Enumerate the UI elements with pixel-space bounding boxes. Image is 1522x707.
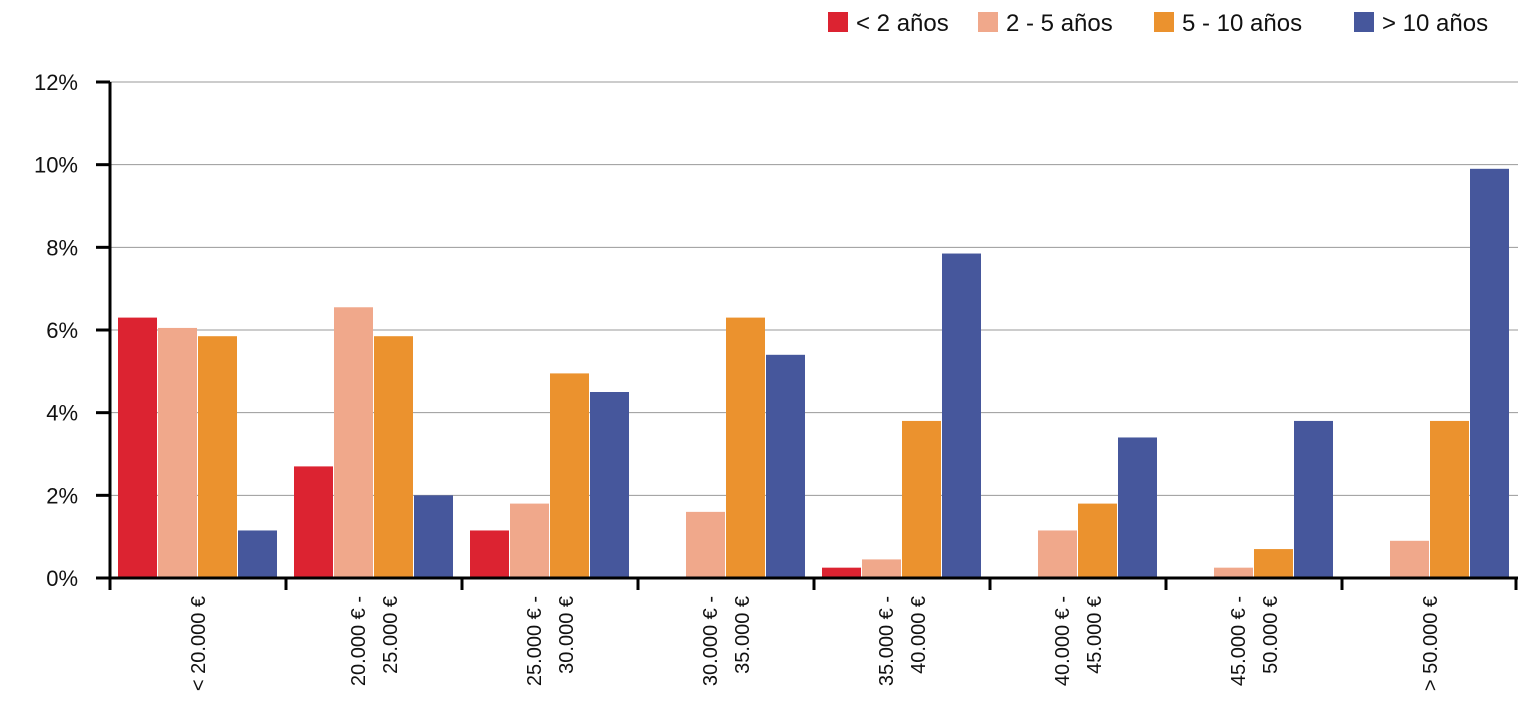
chart-legend: < 2 años 2 - 5 años 5 - 10 años > 10 años	[828, 10, 1488, 37]
x-category-label: 30.000 € -	[700, 596, 722, 686]
bar	[550, 373, 589, 578]
y-axis-ticks: 0% 2% 4% 6% 8% 10% 12%	[34, 70, 110, 591]
legend-swatch	[828, 12, 848, 32]
bar	[414, 495, 453, 578]
legend-swatch	[978, 12, 998, 32]
bar	[1118, 437, 1157, 578]
x-category-label: 40.000 €	[908, 596, 930, 674]
x-category-label: 45.000 € -	[1228, 596, 1250, 686]
x-category-label: < 20.000 €	[188, 596, 210, 691]
x-category-label: 40.000 € -	[1052, 596, 1074, 686]
bar	[374, 336, 413, 578]
bar	[902, 420, 941, 578]
bar	[766, 354, 805, 578]
x-category-label: 35.000 €	[732, 596, 754, 674]
legend-label: 5 - 10 años	[1182, 10, 1302, 37]
x-category-label: 50.000 €	[1260, 596, 1282, 674]
x-category-label: 25.000 €	[380, 596, 402, 674]
axes	[96, 82, 1518, 590]
bar	[238, 530, 277, 578]
bar	[1470, 168, 1509, 579]
bar	[334, 307, 373, 578]
legend-swatch	[1154, 12, 1174, 32]
y-tick-label: 10%	[34, 153, 78, 178]
bar	[726, 317, 765, 578]
x-category-label: > 50.000 €	[1420, 596, 1442, 691]
bar	[942, 253, 981, 579]
bars	[118, 168, 1509, 579]
bar	[822, 567, 861, 578]
bar	[1390, 540, 1429, 578]
bar	[158, 327, 197, 578]
bar	[470, 530, 509, 578]
bar	[1214, 567, 1253, 578]
bar	[510, 503, 549, 578]
bar	[198, 336, 237, 578]
legend-swatch	[1354, 12, 1374, 32]
y-tick-label: 2%	[46, 483, 78, 508]
bar	[1038, 530, 1077, 578]
x-category-label: 35.000 € -	[876, 596, 898, 686]
legend-label: 2 - 5 años	[1006, 10, 1113, 37]
x-category-label: 30.000 €	[556, 596, 578, 674]
bar	[686, 511, 725, 578]
x-category-label: 45.000 €	[1084, 596, 1106, 674]
bar	[1078, 503, 1117, 578]
x-category-label: 20.000 € -	[348, 596, 370, 686]
y-tick-label: 8%	[46, 235, 78, 260]
legend-label: < 2 años	[856, 10, 949, 37]
x-axis-labels: < 20.000 € 20.000 € - 25.000 € 25.000 € - 30…	[188, 596, 1442, 691]
y-tick-label: 6%	[46, 318, 78, 343]
bar	[862, 559, 901, 578]
y-tick-label: 12%	[34, 70, 78, 95]
x-category-label: 25.000 € -	[524, 596, 546, 686]
bar	[294, 466, 333, 578]
bar	[1294, 420, 1333, 578]
bar	[118, 317, 157, 578]
bar	[1430, 420, 1469, 578]
y-tick-label: 0%	[46, 566, 78, 591]
legend-label: > 10 años	[1382, 10, 1488, 37]
y-tick-label: 4%	[46, 401, 78, 426]
bar	[590, 392, 629, 578]
bar	[1254, 549, 1293, 578]
